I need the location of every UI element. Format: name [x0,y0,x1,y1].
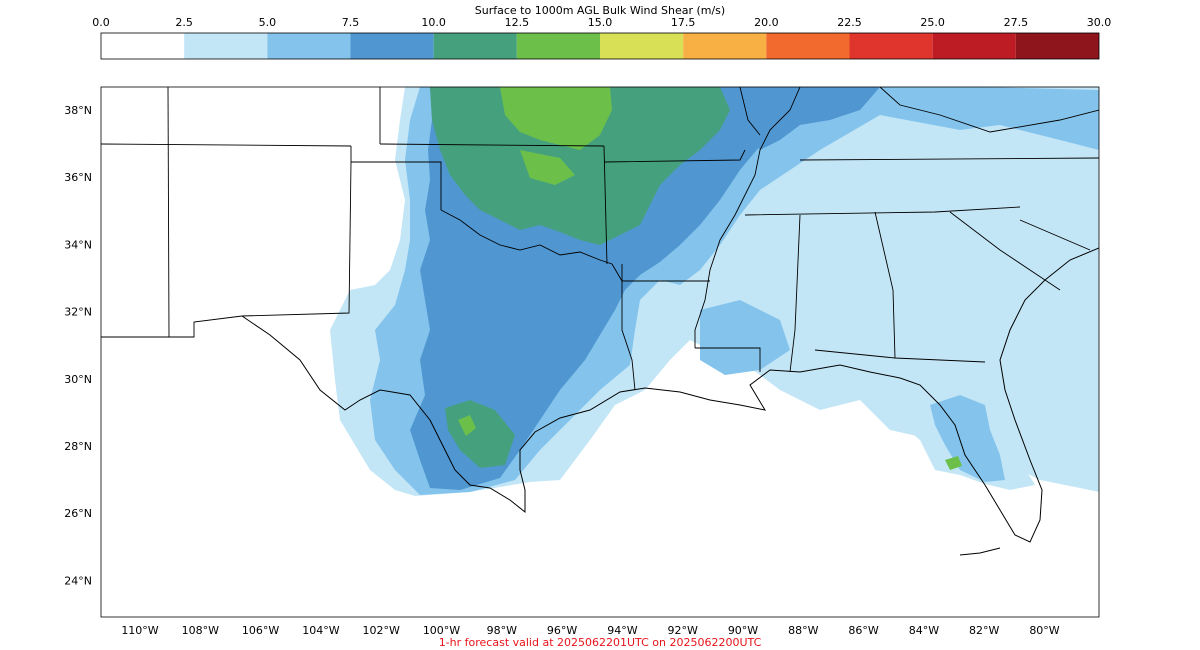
latitude-label: 34°N [64,238,92,251]
longitude-label: 110°W [121,624,158,637]
colorbar-bin-11 [1015,33,1099,59]
latitude-label: 26°N [64,507,92,520]
colorbar-bin-4 [433,33,517,59]
border-missouri-east [739,87,761,136]
border-oklahoma-arkansas [603,145,608,265]
longitude-label: 80°W [1029,624,1059,637]
shear-region-patch-12-15 [520,150,575,185]
border-alabama-florida [814,349,986,363]
border-texas-louisiana [621,264,636,391]
shear-region-florida-12-15 [945,456,962,470]
colorbar-tick-label: 2.5 [175,16,193,29]
colorbar-bin-9 [849,33,933,59]
shear-region-la-5-7 [700,300,790,375]
colorbar-tick-label: 17.5 [671,16,696,29]
longitude-label: 96°W [547,624,577,637]
latitude-label: 32°N [64,306,92,319]
longitude-label: 90°W [728,624,758,637]
border-georgia-sc [949,211,1061,291]
colorbar-bin-2 [267,33,351,59]
longitude-label: 102°W [363,624,400,637]
shear-region-south-12-15 [458,415,476,436]
colorbar-bin-0 [101,33,185,59]
colorbar-tick-label: 5.0 [259,16,277,29]
colorbar-bin-3 [350,33,434,59]
border-az-ut-line [101,143,352,147]
shear-region-12-15 [500,87,612,150]
border-nc-sc [1019,219,1091,251]
colorbar-tick-label: 10.0 [421,16,446,29]
border-tennessee-north [744,206,1021,216]
border-kentucky-tennessee [799,157,1099,161]
colorbar-tick-label: 22.5 [837,16,862,29]
latitude-labels: 38°N 36°N 34°N 32°N 30°N 28°N 26°N 24°N [64,104,92,587]
longitude-label: 106°W [242,624,279,637]
border-alabama-georgia [874,211,896,359]
longitude-label: 94°W [607,624,637,637]
colorbar-bin-8 [766,33,850,59]
plot-frame [100,86,1100,618]
colorbar-tick-label: 0.0 [92,16,110,29]
colorbar-tick-label: 30.0 [1087,16,1112,29]
gulf-coastline [241,247,1099,543]
border-red-river [440,209,613,265]
colorbar-bin-7 [683,33,767,59]
longitude-label: 92°W [668,624,698,637]
state-boundaries [101,87,1099,391]
longitude-label: 84°W [909,624,939,637]
colorbar-tick-label: 12.5 [505,16,530,29]
longitude-label: 82°W [969,624,999,637]
colorbar-bin-10 [932,33,1016,59]
shear-field [330,87,1099,496]
florida-keys [959,547,1001,556]
colorbar-bin-6 [600,33,684,59]
colorbar-ticks: 0.0 2.5 5.0 7.5 10.0 12.5 15.0 17.5 20.0 22.5 25.0… [92,16,1111,29]
colorbar-tick-label: 27.5 [1004,16,1029,29]
latitude-label: 28°N [64,440,92,453]
colorbar-tick-label: 25.0 [920,16,945,29]
longitude-label: 108°W [182,624,219,637]
latitude-label: 30°N [64,373,92,386]
coastline [241,247,1099,556]
border-missouri-arkansas [603,149,746,163]
longitude-label: 100°W [423,624,460,637]
longitude-label: 88°W [788,624,818,637]
border-nm-az [167,87,170,338]
colorbar-bin-5 [516,33,600,59]
colorbar-frame [100,32,1100,60]
longitude-labels: 110°W 108°W 106°W 104°W 102°W 100°W 98°W 96°W 94… [121,624,1059,637]
longitude-label: 86°W [848,624,878,637]
colorbar-tick-label: 15.0 [588,16,613,29]
latitude-label: 36°N [64,171,92,184]
forecast-caption: 1-hr forecast valid at 2025062201UTC on … [438,636,762,649]
border-oklahoma-texas-west [241,161,352,317]
colorbar-tick-label: 7.5 [342,16,360,29]
colorbar-bins [101,33,1099,59]
colorbar-tick-label: 20.0 [754,16,779,29]
longitude-label: 98°W [487,624,517,637]
shear-region-south-10-12 [445,400,515,468]
latitude-label: 38°N [64,104,92,117]
border-ok-panhandle [350,146,442,210]
shear-region-10-12 [430,87,730,245]
border-mississippi-alabama [789,214,801,373]
longitude-label: 104°W [302,624,339,637]
border-kansas-oklahoma [379,143,605,147]
colorbar: 0.0 2.5 5.0 7.5 10.0 12.5 15.0 17.5 20.0 22.5 25.0… [92,16,1111,60]
map-title: Surface to 1000m AGL Bulk Wind Shear (m/… [474,4,726,17]
border-ohio-river [879,87,1099,133]
latitude-label: 24°N [64,574,92,587]
border-new-mexico-mexico [101,315,243,338]
border-louisiana-mississippi [695,347,761,372]
border-mississippi-river [694,87,801,348]
colorbar-bin-1 [184,33,268,59]
